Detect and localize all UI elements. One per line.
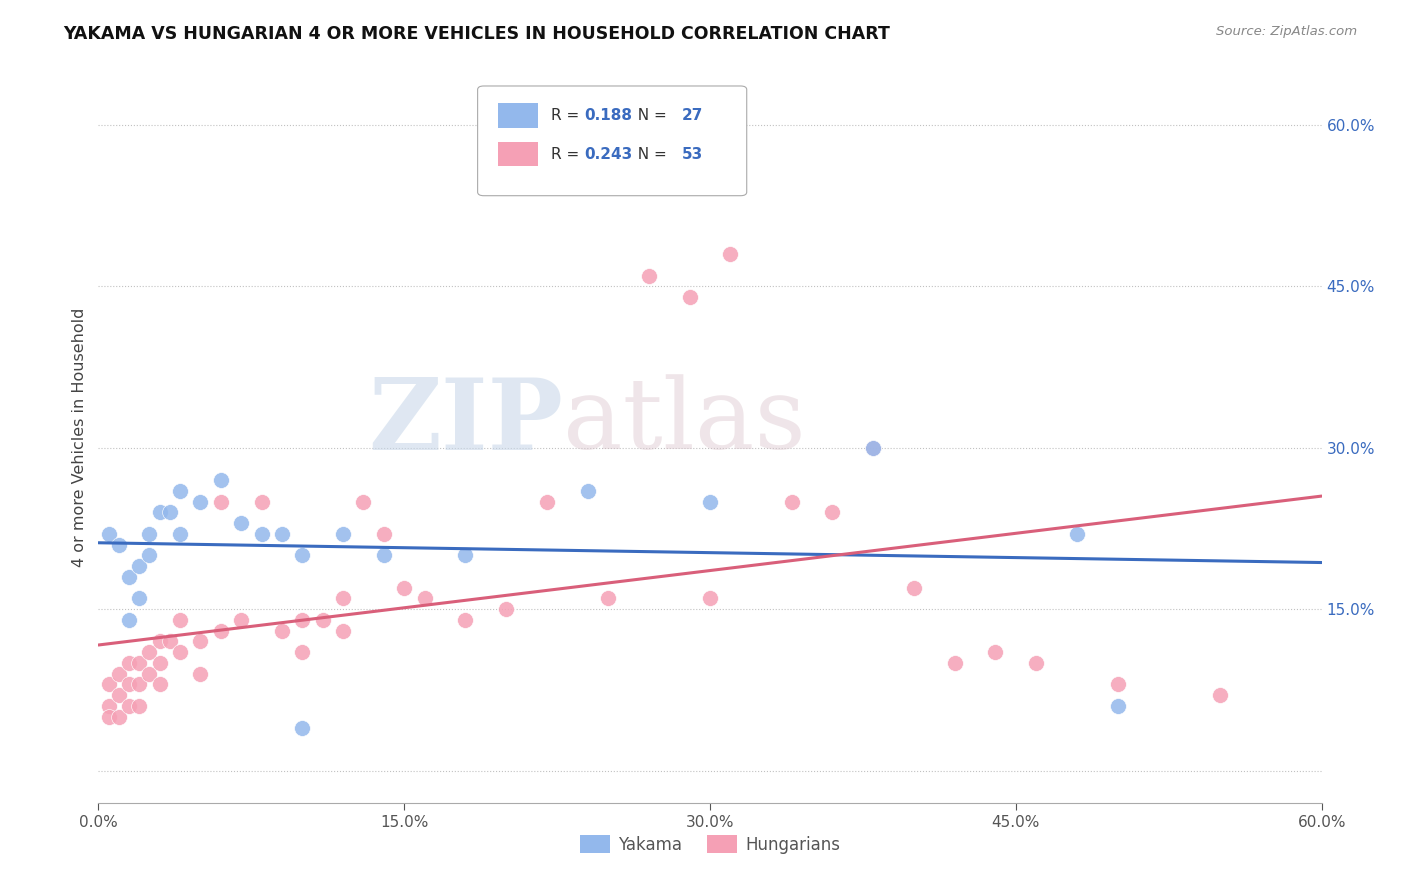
Point (188, 494, 212, 508)
Point (149, 656, 172, 670)
Point (699, 591, 721, 606)
Point (97, 710, 120, 724)
Text: 0.243: 0.243 (583, 146, 633, 161)
Point (576, 483, 599, 498)
Point (128, 698, 150, 713)
Text: ZIP: ZIP (368, 374, 564, 471)
Text: atlas: atlas (564, 375, 806, 470)
Point (1209, 688, 1232, 702)
Point (169, 645, 191, 659)
Point (169, 527, 191, 541)
Text: Source: ZipAtlas.com: Source: ZipAtlas.com (1216, 25, 1357, 38)
Point (231, 613, 253, 627)
Point (108, 538, 131, 552)
Text: N =: N = (628, 146, 672, 161)
Point (188, 634, 212, 648)
Point (97, 527, 120, 541)
Text: R =: R = (551, 146, 583, 161)
Point (209, 624, 232, 638)
Point (291, 721, 314, 735)
Point (392, 581, 416, 595)
Point (679, 290, 702, 304)
Point (780, 494, 803, 508)
Point (118, 698, 141, 713)
Point (118, 613, 141, 627)
Point (138, 527, 160, 541)
Point (332, 591, 354, 606)
Point (352, 494, 374, 508)
Point (270, 624, 294, 638)
Point (128, 591, 150, 606)
Point (1107, 677, 1129, 691)
Point (159, 505, 181, 519)
Bar (498, 142, 537, 167)
Point (97, 677, 120, 691)
Point (373, 549, 395, 563)
Point (159, 634, 181, 648)
Point (149, 677, 172, 691)
Text: 53: 53 (682, 146, 703, 161)
Point (231, 516, 253, 530)
Text: N =: N = (628, 108, 672, 123)
Point (495, 602, 517, 616)
Text: 27: 27 (682, 108, 703, 123)
Point (118, 570, 141, 584)
Point (128, 677, 150, 691)
Point (250, 494, 273, 508)
Text: R =: R = (551, 108, 583, 123)
Point (821, 505, 844, 519)
Point (209, 473, 232, 487)
Bar (498, 103, 537, 128)
Point (128, 559, 150, 574)
Legend: Yakama, Hungarians: Yakama, Hungarians (574, 829, 846, 860)
Point (536, 494, 558, 508)
Point (1066, 527, 1088, 541)
Point (149, 634, 172, 648)
Point (138, 666, 160, 681)
Point (1025, 656, 1047, 670)
Point (413, 591, 436, 606)
Point (108, 688, 131, 702)
Point (984, 645, 1007, 659)
Point (862, 441, 884, 455)
Point (138, 549, 160, 563)
Point (862, 441, 884, 455)
Point (332, 624, 354, 638)
Point (169, 483, 191, 498)
Point (97, 698, 120, 713)
Point (699, 494, 721, 508)
Point (108, 710, 131, 724)
Point (188, 666, 212, 681)
Text: YAKAMA VS HUNGARIAN 4 OR MORE VEHICLES IN HOUSEHOLD CORRELATION CHART: YAKAMA VS HUNGARIAN 4 OR MORE VEHICLES I… (63, 25, 890, 43)
Point (598, 591, 620, 606)
Point (291, 645, 314, 659)
Point (118, 677, 141, 691)
Point (169, 613, 191, 627)
Y-axis label: 4 or more Vehicles in Household: 4 or more Vehicles in Household (72, 308, 87, 566)
Point (209, 494, 232, 508)
Point (138, 645, 160, 659)
Text: 0.188: 0.188 (583, 108, 633, 123)
Point (291, 549, 314, 563)
Point (149, 505, 172, 519)
Point (312, 613, 335, 627)
Point (1107, 698, 1129, 713)
Point (718, 247, 742, 261)
Point (270, 527, 294, 541)
Point (128, 656, 150, 670)
Point (108, 666, 131, 681)
Point (332, 527, 354, 541)
Point (637, 268, 661, 283)
Point (943, 656, 966, 670)
Point (373, 527, 395, 541)
Point (454, 549, 477, 563)
Point (118, 656, 141, 670)
Point (903, 581, 925, 595)
Point (291, 613, 314, 627)
FancyBboxPatch shape (478, 86, 747, 195)
Point (250, 527, 273, 541)
Point (454, 613, 477, 627)
